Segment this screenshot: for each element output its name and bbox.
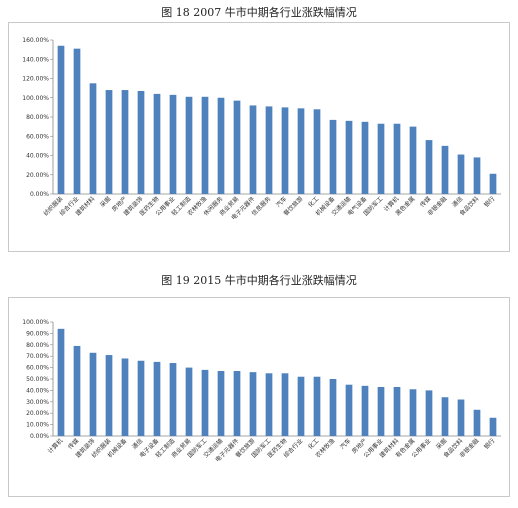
chart-2015-bar <box>249 372 257 436</box>
chart-2007-bar <box>121 90 129 194</box>
chart-2007-bar <box>393 123 401 194</box>
chart-2015-bar <box>105 355 113 436</box>
chart-2007-bar <box>137 91 145 194</box>
chart-2007-bar <box>329 119 337 194</box>
chart-2015-y-tick-label: 70.00% <box>26 353 49 360</box>
chart-2007-category-label: 化工 <box>306 195 320 209</box>
chart-2007-bar <box>201 96 209 194</box>
chart-2007-bar <box>313 109 321 194</box>
chart-2015-y-tick-label: 100.00% <box>22 319 49 326</box>
chart-2015-bar <box>89 352 97 436</box>
chart-2007-bar <box>345 120 353 194</box>
chart-2015-bar <box>329 379 337 436</box>
chart-2015-bar <box>265 373 273 436</box>
chart-2015-bar <box>489 417 497 436</box>
chart-2007-y-tick-label: 140.00% <box>22 56 49 63</box>
chart-2015-bar <box>233 371 241 436</box>
chart-2015-bar <box>121 358 129 436</box>
chart-2015-bar <box>441 397 449 436</box>
chart-2015-bar <box>185 367 193 436</box>
chart-2007-y-tick-label: 100.00% <box>22 95 49 102</box>
chart-2007-bar <box>489 173 497 194</box>
chart-2015-bar <box>217 371 225 436</box>
chart-2015-bar <box>409 389 417 436</box>
chart-2007-bar <box>105 90 113 194</box>
chart-2007-bar <box>297 108 305 194</box>
chart-2015-category-label: 传媒 <box>66 437 80 451</box>
chart-2007-y-tick-label: 120.00% <box>22 76 49 83</box>
chart-2007-bar <box>169 94 177 194</box>
chart-2007-bar <box>57 45 65 195</box>
chart-2007-y-tick-label: 40.00% <box>26 153 49 160</box>
chart-2007-y-tick-label: 20.00% <box>26 172 49 179</box>
figure-19-title: 图 19 2015 牛市中期各行业涨跌幅情况 <box>161 274 357 287</box>
chart-2007-bar <box>441 145 449 194</box>
figure-18-title: 图 18 2007 牛市中期各行业涨跌幅情况 <box>161 6 357 19</box>
chart-2007-bar <box>265 106 273 194</box>
chart-2015-bar <box>57 328 65 436</box>
chart-2015-bar <box>297 376 305 436</box>
chart-2015-y-tick-label: 30.00% <box>26 399 49 406</box>
chart-2015-y-tick-label: 80.00% <box>26 342 49 349</box>
chart-2007-frame: 0.00% 20.00% 40.00% 60.00% 80.00% 100.00% 120.… <box>8 22 510 252</box>
chart-2015-frame: 0.00% 10.00% 20.00% 30.00% 40.00% 50.00% 60.00… <box>8 297 510 497</box>
chart-2007-svg: 0.00% 20.00% 40.00% 60.00% 80.00% 100.00% 120.… <box>22 37 501 222</box>
chart-2007-bar <box>153 93 161 194</box>
chart-2007-bar <box>185 96 193 194</box>
chart-2007-bar <box>377 123 385 194</box>
chart-2007-bar <box>457 154 465 194</box>
chart-2015-category-label: 汽车 <box>338 437 352 451</box>
chart-2007-category-label: 采掘 <box>98 195 112 209</box>
chart-2007-bar <box>73 48 81 194</box>
chart-2015-category-label: 化工 <box>306 437 320 451</box>
chart-2015-bar <box>473 409 481 436</box>
chart-2007-bar <box>249 105 257 194</box>
chart-2015-bar <box>137 360 145 436</box>
chart-2015-svg: 0.00% 10.00% 20.00% 30.00% 40.00% 50.00% 60.00… <box>22 319 501 464</box>
chart-2015-y-tick-label: 60.00% <box>26 365 49 372</box>
chart-2007-bar <box>425 140 433 194</box>
chart-2015-bar <box>201 369 209 436</box>
chart-2015-y-tick-label: 20.00% <box>26 410 49 417</box>
chart-2007-category-label: 通信 <box>450 195 464 209</box>
chart-2015-bar <box>169 363 177 436</box>
chart-2007-bar <box>409 126 417 194</box>
chart-2007-bar <box>361 121 369 194</box>
chart-2015-y-tick-label: 50.00% <box>26 376 49 383</box>
chart-2015-bar <box>281 373 289 436</box>
chart-2007-bar <box>89 83 97 194</box>
chart-2007-bar <box>281 107 289 194</box>
chart-2015-bar <box>425 390 433 436</box>
chart-2007-y-tick-label: 0.00% <box>30 191 49 198</box>
chart-2015-bar <box>393 386 401 436</box>
chart-2015-category-label: 采掘 <box>434 437 448 451</box>
chart-2015-bar <box>73 345 81 436</box>
chart-2015-bar <box>313 376 321 436</box>
chart-2015-bar <box>345 384 353 436</box>
chart-2015-bar <box>457 399 465 436</box>
chart-2007-y-tick-label: 60.00% <box>26 133 49 140</box>
chart-2007-y-tick-label: 80.00% <box>26 114 49 121</box>
chart-2015-y-tick-label: 0.00% <box>30 433 49 440</box>
chart-2015-category-label: 通信 <box>130 437 144 451</box>
chart-2007-category-label: 传媒 <box>418 195 432 209</box>
chart-2007-category-label: 汽车 <box>274 195 288 209</box>
chart-2015-y-tick-label: 90.00% <box>26 330 49 337</box>
chart-2007-bar <box>473 157 481 194</box>
chart-2015-y-tick-label: 10.00% <box>26 422 49 429</box>
chart-2015-category-label: 银行 <box>482 437 496 451</box>
chart-2007-category-label: 银行 <box>482 195 496 209</box>
chart-2007-bar <box>217 97 225 194</box>
chart-2015-bar <box>361 385 369 436</box>
chart-2007-y-tick-label: 160.00% <box>22 37 49 44</box>
chart-2015-bar <box>377 386 385 436</box>
chart-2015-y-tick-label: 40.00% <box>26 387 49 394</box>
chart-2007-bar <box>233 100 241 194</box>
chart-2015-bar <box>153 361 161 436</box>
